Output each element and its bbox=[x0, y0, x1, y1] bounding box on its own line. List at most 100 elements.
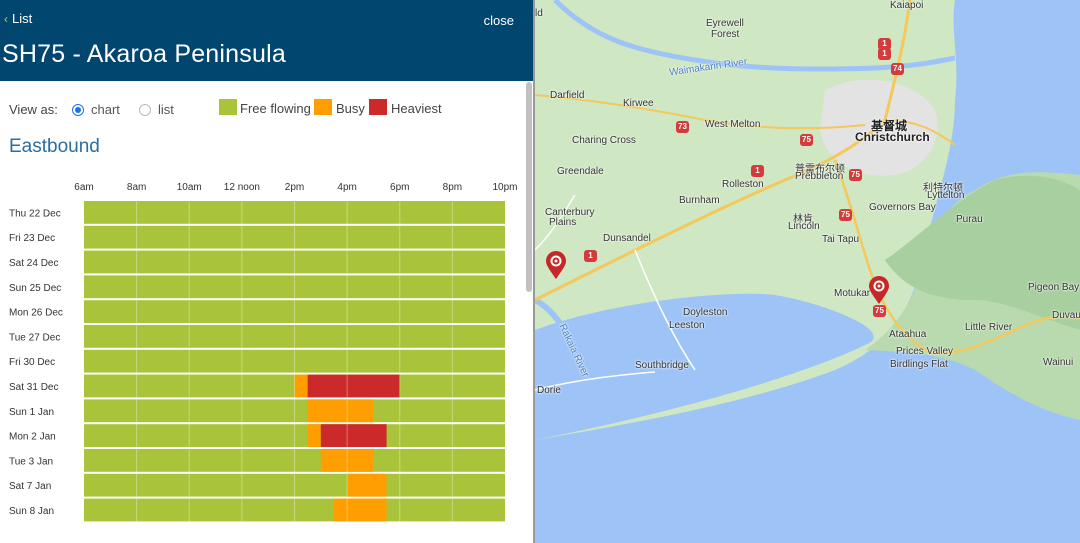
map-label: Lincoln bbox=[788, 221, 820, 232]
close-button[interactable]: close bbox=[483, 13, 514, 28]
map-label: Dorie bbox=[537, 385, 561, 396]
time-tick-label: 12 noon bbox=[224, 182, 260, 193]
map-label: Charing Cross bbox=[572, 135, 636, 146]
map-label: Ataahua bbox=[889, 329, 927, 340]
row-bar-free-flowing[interactable] bbox=[84, 300, 505, 323]
chart-radio[interactable] bbox=[72, 104, 84, 116]
day-label: Thu 22 Dec bbox=[9, 208, 61, 219]
row-bar-free-flowing[interactable] bbox=[84, 349, 505, 373]
chevron-left-icon: ‹ bbox=[4, 12, 8, 26]
legend-label-heaviest: Heaviest bbox=[391, 101, 442, 116]
day-label: Sat 24 Dec bbox=[9, 258, 58, 269]
highway-shield-icon: 1 bbox=[584, 250, 597, 262]
row-bar-free-flowing[interactable] bbox=[84, 275, 505, 299]
segment-heaviest[interactable] bbox=[320, 424, 387, 447]
row-bar-free-flowing[interactable] bbox=[84, 449, 505, 472]
route-end-pin-icon[interactable] bbox=[867, 275, 891, 305]
page-title: SH75 - Akaroa Peninsula bbox=[2, 40, 286, 68]
segment-busy[interactable] bbox=[294, 374, 308, 398]
day-label: Mon 2 Jan bbox=[9, 432, 56, 443]
highway-shield-icon: 75 bbox=[873, 305, 886, 317]
traffic-chart: 6am 8am 10am 12 noon 2pm 4pm 6pm 8pm 10pm Thu 22 … bbox=[9, 182, 518, 522]
map-label: Lyttelton bbox=[927, 190, 965, 201]
map-label: Eyrewell bbox=[706, 18, 744, 29]
route-start-pin-icon[interactable] bbox=[544, 250, 568, 280]
list-radio-label[interactable]: list bbox=[158, 102, 174, 117]
scrollbar[interactable] bbox=[526, 82, 532, 292]
time-tick-label: 4pm bbox=[337, 182, 356, 193]
highway-shield-icon: 1 bbox=[751, 165, 764, 177]
row-bar-free-flowing[interactable] bbox=[84, 325, 505, 348]
map-label: 林肯 bbox=[793, 214, 813, 225]
row-bar-free-flowing[interactable] bbox=[84, 498, 505, 522]
back-to-list-link[interactable]: ‹ List bbox=[4, 11, 32, 26]
row-bar-free-flowing[interactable] bbox=[84, 424, 505, 447]
day-label: Fri 30 Dec bbox=[9, 357, 55, 368]
map-label: Kirwee bbox=[623, 98, 654, 109]
day-label: Sat 31 Dec bbox=[9, 382, 58, 393]
map-label: Kaiapoi bbox=[890, 0, 924, 11]
highway-shield-icon: 74 bbox=[891, 63, 904, 75]
map-label: Southbridge bbox=[635, 360, 689, 371]
chart-radio-label[interactable]: chart bbox=[91, 102, 120, 117]
map-label: Greendale bbox=[557, 166, 604, 177]
row-bar-free-flowing[interactable] bbox=[84, 201, 505, 224]
map-label: 普雷布尔顿 bbox=[795, 164, 845, 175]
map-label: Little River bbox=[965, 322, 1013, 333]
day-label: Fri 23 Dec bbox=[9, 233, 55, 244]
list-radio[interactable] bbox=[139, 104, 151, 116]
day-label: Sun 8 Jan bbox=[9, 506, 54, 517]
map-label: Pigeon Bay bbox=[1028, 282, 1080, 293]
row-bar-free-flowing[interactable] bbox=[84, 225, 505, 249]
map-label: Duvau bbox=[1052, 310, 1080, 321]
route-panel: ‹ List close SH75 - Akaroa Peninsula View… bbox=[0, 0, 534, 543]
time-tick-label: 10am bbox=[177, 182, 202, 193]
map-label: 利特尔顿 bbox=[923, 183, 963, 194]
segment-busy[interactable] bbox=[307, 399, 374, 423]
map-label: Plains bbox=[549, 217, 577, 228]
map-label: Rolleston bbox=[722, 179, 764, 190]
time-tick-label: 10pm bbox=[492, 182, 517, 193]
day-label: Mon 26 Dec bbox=[9, 308, 63, 319]
map-label: Wainui bbox=[1043, 357, 1074, 368]
legend-label-busy: Busy bbox=[336, 101, 365, 116]
row-bar-free-flowing[interactable] bbox=[84, 473, 505, 497]
segment-heaviest[interactable] bbox=[307, 374, 400, 398]
panel-divider[interactable] bbox=[533, 0, 535, 543]
row-bar-free-flowing[interactable] bbox=[84, 399, 505, 423]
highway-shield-icon: 1 bbox=[878, 48, 891, 60]
day-label: Tue 27 Dec bbox=[9, 332, 60, 343]
direction-heading: Eastbound bbox=[9, 136, 100, 157]
time-tick-label: 2pm bbox=[285, 182, 304, 193]
highway-shield-icon: 75 bbox=[800, 134, 813, 146]
map-label: Burnham bbox=[679, 195, 720, 206]
map-label: Doyleston bbox=[683, 307, 728, 318]
map-label: Christchurch bbox=[855, 130, 930, 144]
map-label: Motukar bbox=[834, 288, 871, 299]
row-bar-free-flowing[interactable] bbox=[84, 250, 505, 274]
map-label: Governors Bay bbox=[869, 202, 936, 213]
highway-shield-icon: 75 bbox=[839, 209, 852, 221]
legend-swatch-free-flowing bbox=[219, 99, 237, 115]
day-label: Tue 3 Jan bbox=[9, 456, 53, 467]
map-label: West Melton bbox=[705, 119, 761, 130]
map-base bbox=[535, 0, 1080, 543]
map-label: Prebbleton bbox=[795, 171, 844, 182]
map-label: Forest bbox=[711, 29, 740, 40]
highway-shield-icon: 75 bbox=[849, 169, 862, 181]
highway-shield-icon: 73 bbox=[676, 121, 689, 133]
back-label: List bbox=[12, 11, 33, 26]
legend-swatch-busy bbox=[314, 99, 332, 115]
map-label: Canterbury bbox=[545, 207, 595, 218]
map[interactable]: Kaiapoi Eyrewell Forest Waimakariri River Da… bbox=[535, 0, 1080, 543]
segment-busy[interactable] bbox=[347, 473, 387, 497]
segment-busy[interactable] bbox=[320, 449, 374, 472]
segment-busy[interactable] bbox=[307, 424, 321, 447]
legend-swatch-heaviest bbox=[369, 99, 387, 115]
map-label: Prices Valley bbox=[896, 346, 954, 357]
map-label: Darfield bbox=[550, 90, 585, 101]
segment-busy[interactable] bbox=[333, 498, 387, 522]
time-tick-label: 8am bbox=[127, 182, 146, 193]
map-label: Tai Tapu bbox=[822, 234, 860, 245]
time-tick-label: 8pm bbox=[443, 182, 462, 193]
